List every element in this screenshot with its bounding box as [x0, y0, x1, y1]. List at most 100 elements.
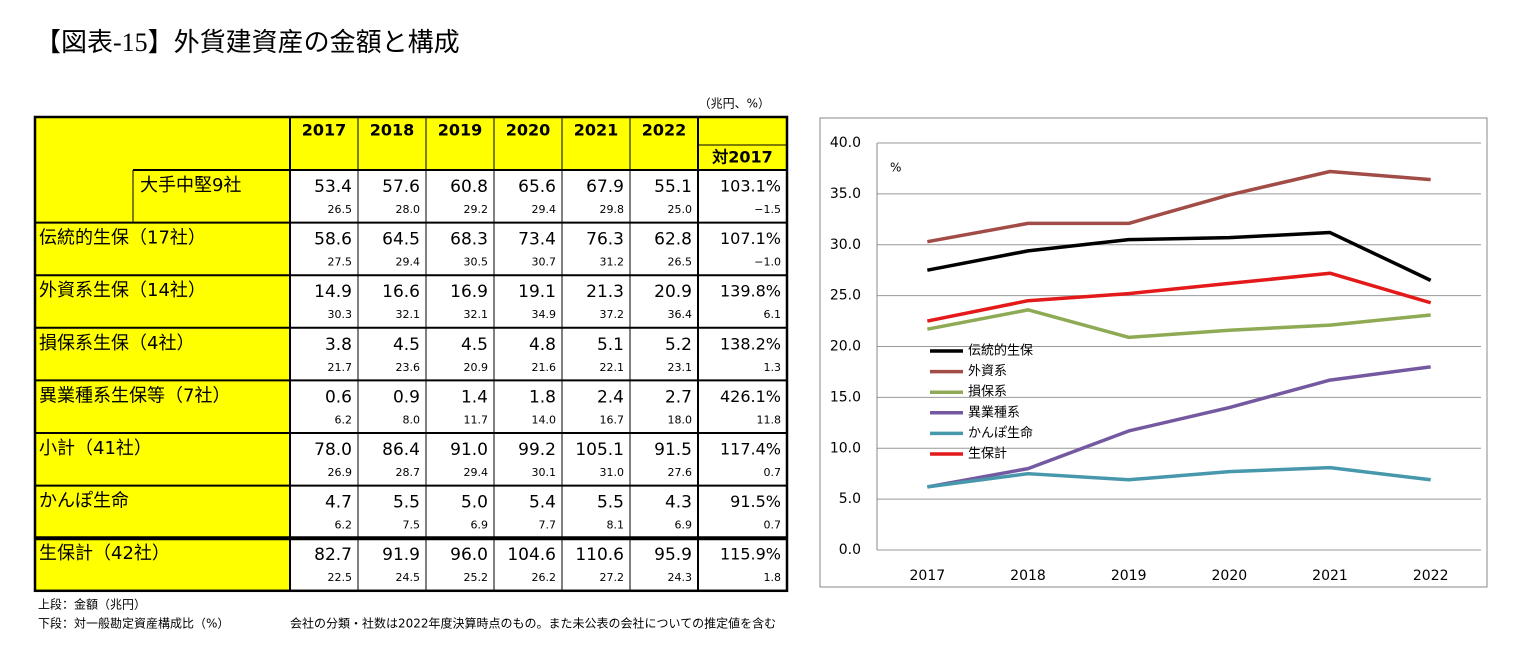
y-tick-label: 25.0 [830, 288, 861, 304]
legend-label: 生保計 [968, 446, 1007, 462]
share-cell: 30.3 [328, 308, 353, 321]
share-cell: 8.0 [403, 413, 421, 426]
share-cell: 29.2 [464, 203, 489, 216]
y-tick-label: 10.0 [830, 440, 861, 456]
share-cell: 7.5 [403, 519, 421, 532]
y-tick-label: 30.0 [830, 237, 861, 253]
amount-cell: 96.0 [450, 545, 488, 565]
amount-cell: 57.6 [382, 177, 420, 197]
share-change-cell: 0.7 [764, 466, 782, 479]
amount-cell: 5.1 [597, 335, 624, 355]
share-change-cell: 6.1 [764, 308, 782, 321]
legend-label: かんぽ生命 [968, 425, 1033, 441]
page-title: 【図表-15】外貨建資産の金額と構成 [35, 28, 460, 57]
share-cell: 32.1 [396, 308, 421, 321]
column-header: 2018 [370, 121, 415, 140]
amount-change-cell: 115.9% [720, 545, 781, 564]
row-label: 小計（41社） [39, 438, 152, 459]
amount-cell: 82.7 [314, 545, 352, 565]
note: 下段：対一般勘定資産構成比（%） [38, 616, 229, 631]
share-cell: 31.2 [600, 256, 625, 269]
y-axis-label: % [890, 161, 901, 175]
share-cell: 14.0 [532, 413, 557, 426]
share-cell: 32.1 [464, 308, 489, 321]
share-cell: 21.6 [532, 361, 557, 374]
legend-label: 外資系 [968, 364, 1007, 379]
change-header: 対2017 [711, 148, 773, 167]
amount-change-cell: 103.1% [720, 177, 781, 196]
amount-cell: 0.9 [393, 387, 420, 407]
share-cell: 6.9 [471, 519, 489, 532]
amount-cell: 58.6 [314, 230, 352, 250]
share-cell: 23.6 [396, 361, 421, 374]
amount-cell: 76.3 [586, 230, 624, 250]
share-cell: 27.2 [600, 571, 625, 584]
header-bg [35, 117, 787, 170]
amount-cell: 4.8 [529, 335, 556, 355]
series-line [927, 308, 1431, 340]
amount-cell: 86.4 [382, 440, 420, 460]
row-label: 外資系生保（14社） [39, 280, 206, 301]
amount-cell: 2.4 [597, 387, 624, 407]
amount-cell: 5.4 [529, 493, 556, 513]
amount-cell: 91.9 [382, 545, 420, 565]
share-cell: 11.7 [464, 413, 489, 426]
share-change-cell: 11.8 [757, 413, 782, 426]
share-cell: 6.9 [675, 519, 693, 532]
amount-cell: 16.9 [450, 282, 488, 302]
amount-cell: 1.4 [461, 387, 488, 407]
amount-change-cell: 139.8% [720, 282, 781, 301]
amount-cell: 5.5 [393, 493, 420, 513]
share-change-cell: 1.8 [764, 571, 782, 584]
amount-cell: 1.8 [529, 387, 556, 407]
column-header: 2021 [574, 121, 619, 140]
share-cell: 26.5 [668, 256, 693, 269]
y-tick-label: 5.0 [839, 491, 861, 507]
share-cell: 8.1 [607, 519, 625, 532]
series-line [927, 230, 1432, 282]
amount-cell: 73.4 [518, 230, 556, 250]
amount-cell: 21.3 [586, 282, 624, 302]
share-cell: 27.6 [668, 466, 693, 479]
share-cell: 6.2 [335, 413, 353, 426]
row-label: 異業種系生保等（7社） [39, 385, 230, 406]
share-cell: 31.0 [600, 466, 625, 479]
change-header-bg [698, 145, 787, 170]
share-cell: 23.1 [668, 361, 693, 374]
amount-change-cell: 426.1% [720, 387, 781, 406]
amount-cell: 68.3 [450, 230, 488, 250]
share-cell: 26.5 [328, 203, 353, 216]
amount-change-cell: 107.1% [720, 229, 781, 248]
share-cell: 28.7 [396, 466, 421, 479]
amount-cell: 55.1 [654, 177, 692, 197]
series-line [927, 169, 1431, 244]
amount-cell: 4.7 [325, 493, 352, 513]
amount-cell: 65.6 [518, 177, 556, 197]
x-tick-label: 2019 [1111, 568, 1147, 584]
amount-cell: 95.9 [654, 545, 692, 565]
amount-cell: 104.6 [507, 545, 556, 565]
share-cell: 22.5 [328, 571, 353, 584]
amount-cell: 14.9 [314, 282, 352, 302]
amount-cell: 0.6 [325, 387, 352, 407]
y-tick-label: 15.0 [830, 389, 861, 405]
share-cell: 22.1 [600, 361, 625, 374]
amount-change-cell: 117.4% [720, 440, 781, 459]
column-header: 2020 [506, 121, 551, 140]
x-tick-label: 2017 [910, 568, 946, 584]
amount-cell: 16.6 [382, 282, 420, 302]
note: 上段：金額（兆円） [38, 597, 146, 612]
share-cell: 25.2 [464, 571, 489, 584]
row-label: 大手中堅9社 [140, 175, 241, 196]
share-cell: 18.0 [668, 413, 693, 426]
column-header: 2017 [302, 121, 347, 140]
x-tick-label: 2020 [1212, 568, 1248, 584]
share-cell: 27.5 [328, 256, 353, 269]
share-cell: 20.9 [464, 361, 489, 374]
amount-cell: 62.8 [654, 230, 692, 250]
share-cell: 30.5 [464, 256, 489, 269]
amount-cell: 60.8 [450, 177, 488, 197]
legend-label: 損保系 [968, 385, 1007, 400]
amount-cell: 67.9 [586, 177, 624, 197]
